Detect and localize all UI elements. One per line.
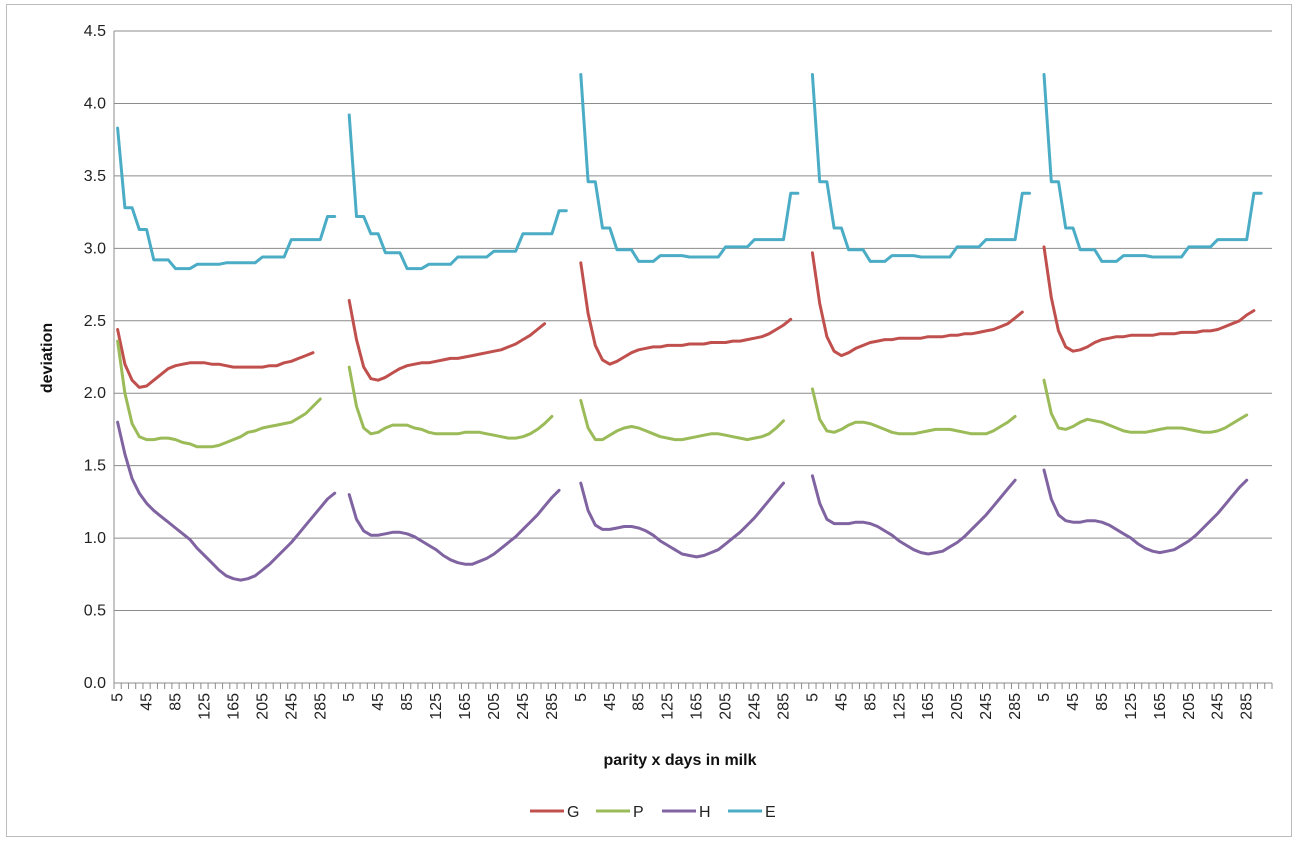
- x-tick-label: 125: [660, 693, 677, 720]
- x-tick-label: 45: [139, 693, 156, 711]
- series-line-P: [810, 387, 1017, 436]
- x-tick-label: 205: [486, 693, 503, 720]
- x-tick-label: 205: [254, 693, 271, 720]
- legend-label-P: P: [633, 804, 644, 821]
- y-axis-title: deviation: [39, 323, 56, 393]
- x-tick-label: 205: [718, 693, 735, 720]
- x-tick-label: 5: [804, 693, 821, 702]
- series-line-P: [579, 399, 785, 442]
- series-line-H: [810, 474, 1017, 556]
- series-line-H: [1042, 468, 1249, 555]
- x-tick-label: 45: [370, 693, 387, 711]
- x-tick-label: 165: [225, 693, 242, 720]
- x-tick-label: 5: [110, 693, 127, 702]
- series-line-P: [1042, 378, 1249, 434]
- x-tick-label: 245: [978, 693, 995, 720]
- gridlines: [114, 30, 1272, 612]
- series-lines: [116, 73, 1263, 582]
- x-tick-label: 45: [1065, 693, 1082, 711]
- series-line-G: [116, 328, 315, 389]
- y-axis: 0.0 0.5 1.0 1.5 2.0 2.5 3.0 3.5 4.0 4.5: [84, 23, 115, 692]
- series-line-E: [579, 73, 800, 263]
- series-line-E: [810, 73, 1031, 263]
- x-tick-label: 165: [457, 693, 474, 720]
- x-tick-label: 125: [196, 693, 213, 720]
- legend-label-E: E: [765, 804, 776, 821]
- x-tick-label: 205: [1181, 693, 1198, 720]
- x-tick-label: 85: [631, 693, 648, 711]
- x-axis-title: parity x days in milk: [604, 752, 757, 769]
- y-tick-label: 2.5: [84, 313, 106, 330]
- x-axis: 5 45 85 125 165 205 245 285 5 45 85 125 165 205 245 285…: [110, 682, 1273, 720]
- y-tick-label: 1.0: [84, 530, 106, 547]
- x-tick-label: 245: [1210, 693, 1227, 720]
- y-tick-label: 4.5: [84, 23, 106, 40]
- series-line-G: [1042, 245, 1256, 353]
- x-tick-label: 205: [949, 693, 966, 720]
- legend-label-H: H: [699, 804, 711, 821]
- x-tick-label: 125: [428, 693, 445, 720]
- x-tick-label: 165: [920, 693, 937, 720]
- x-tick-label: 285: [312, 693, 329, 720]
- series-line-E: [347, 113, 568, 271]
- x-tick-label: 165: [689, 693, 706, 720]
- y-tick-label: 4.0: [84, 95, 106, 112]
- x-tick-label: 45: [602, 693, 619, 711]
- y-tick-label: 1.5: [84, 458, 106, 475]
- x-tick-label: 85: [1094, 693, 1111, 711]
- x-tick-label: 5: [573, 693, 590, 702]
- x-tick-label: 85: [168, 693, 185, 711]
- y-tick-label: 3.0: [84, 240, 106, 257]
- legend-label-G: G: [567, 804, 579, 821]
- y-tick-label: 0.0: [84, 675, 106, 692]
- series-line-G: [347, 299, 547, 382]
- series-line-E: [116, 126, 337, 271]
- x-tick-label: 165: [1152, 693, 1169, 720]
- x-tick-label: 5: [341, 693, 358, 702]
- x-tick-label: 245: [283, 693, 300, 720]
- x-tick-label: 85: [399, 693, 416, 711]
- series-line-P: [347, 365, 554, 440]
- x-tick-label: 85: [862, 693, 879, 711]
- y-tick-label: 2.0: [84, 385, 106, 402]
- series-line-E: [1042, 73, 1263, 263]
- chart-frame: [6, 4, 1292, 837]
- series-line-H: [116, 420, 337, 582]
- x-tick-label: 285: [1239, 693, 1256, 720]
- x-tick-label: 125: [1123, 693, 1140, 720]
- series-line-G: [579, 261, 793, 366]
- y-tick-label: 3.5: [84, 168, 106, 185]
- series-line-G: [810, 251, 1024, 358]
- x-tick-label: 45: [833, 693, 850, 711]
- x-tick-label: 245: [515, 693, 532, 720]
- x-tick-label: 285: [775, 693, 792, 720]
- series-line-H: [579, 481, 785, 559]
- x-tick-label: 125: [891, 693, 908, 720]
- y-tick-label: 0.5: [84, 603, 106, 620]
- series-line-P: [116, 339, 322, 449]
- x-tick-label: 245: [747, 693, 764, 720]
- x-tick-label: 285: [544, 693, 561, 720]
- x-tick-label: 5: [1036, 693, 1053, 702]
- x-tick-label: 285: [1007, 693, 1024, 720]
- series-line-H: [347, 488, 561, 566]
